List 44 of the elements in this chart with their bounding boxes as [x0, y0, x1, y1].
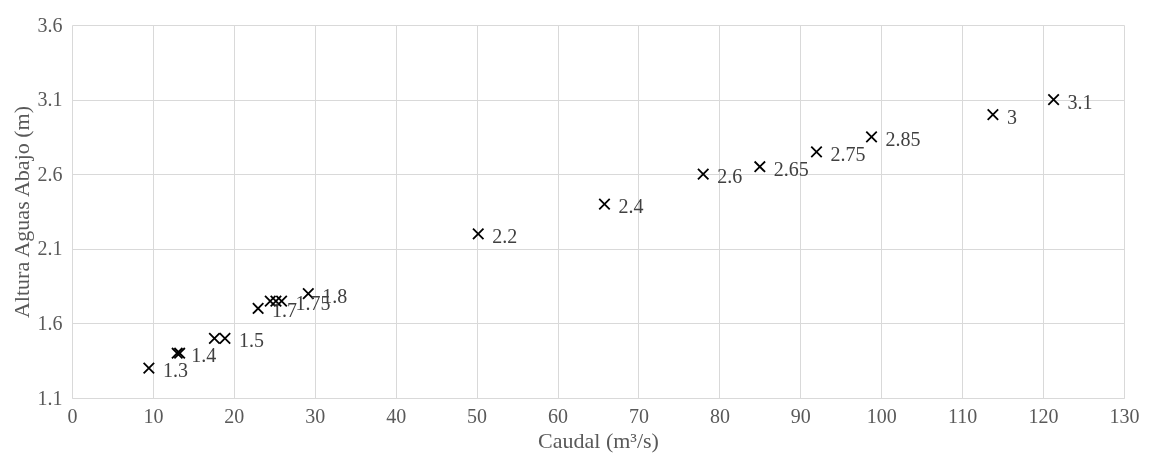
x-tick-label: 110 — [948, 404, 978, 427]
point — [1047, 93, 1060, 106]
point — [810, 145, 823, 158]
y-tick-label: 3.6 — [37, 13, 63, 36]
y-tick-label: 3.1 — [37, 88, 63, 111]
x-axis-title: Caudal (m³/s) — [538, 427, 659, 453]
data-label: 2.75 — [830, 142, 866, 165]
point — [472, 227, 485, 241]
x-tick-label: 0 — [67, 404, 78, 427]
data-label: 3 — [1006, 105, 1017, 128]
y-tick-label: 2.6 — [37, 162, 63, 185]
x-tick-label: 20 — [224, 404, 245, 427]
point — [865, 130, 878, 144]
x-tick-label: 100 — [866, 404, 897, 427]
x-tick-label: 30 — [305, 404, 326, 427]
point — [142, 362, 156, 375]
point — [986, 108, 1000, 121]
y-axis-title: Altura Aguas Abajo (m) — [8, 105, 34, 319]
x-tick-label: 60 — [548, 404, 569, 427]
data-label: 2.6 — [717, 165, 743, 188]
data-label: 1.7 — [272, 299, 298, 322]
y-tick-label: 1.6 — [37, 311, 63, 334]
data-label: 1.3 — [162, 359, 188, 382]
point — [598, 197, 611, 211]
x-tick-label: 50 — [467, 404, 488, 427]
data-label: 2.65 — [773, 157, 809, 180]
point — [697, 168, 710, 181]
x-tick-label: 10 — [143, 404, 164, 427]
x-tick-label: 90 — [790, 404, 811, 427]
x-tick-label: 40 — [386, 404, 407, 427]
x-tick-label: 130 — [1109, 404, 1140, 427]
data-label: 2.2 — [492, 224, 518, 247]
y-tick-label: 1.1 — [37, 386, 63, 409]
y-tick-label: 2.1 — [37, 237, 63, 260]
x-tick-label: 70 — [628, 404, 649, 427]
data-label: 2.4 — [618, 195, 644, 218]
x-tick-label: 120 — [1028, 404, 1059, 427]
point — [251, 302, 265, 315]
data-label: 3.1 — [1067, 90, 1093, 113]
data-label: 1.5 — [238, 329, 264, 352]
data-label: 1.4 — [191, 344, 217, 367]
x-tick-label: 80 — [709, 404, 730, 427]
data-label: 2.85 — [885, 127, 921, 150]
point — [753, 160, 766, 173]
